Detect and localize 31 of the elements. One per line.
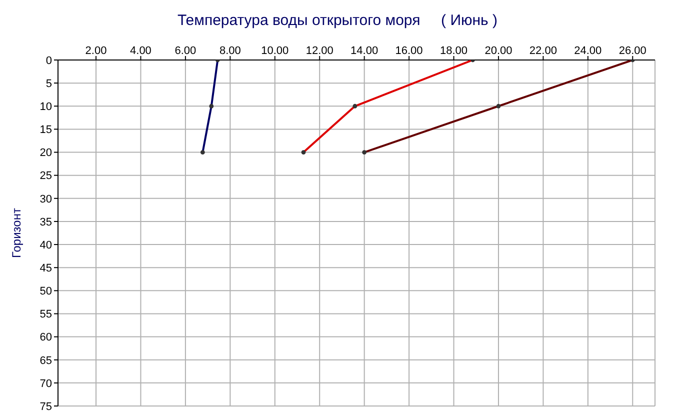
x-tick-label: 12.00 [306,45,334,57]
y-tick-label: 65 [40,354,52,367]
y-tick-label: 45 [40,262,52,275]
x-tick-label: 6.00 [174,45,196,57]
y-tick-label: 55 [40,308,52,321]
x-tick-label: 24.00 [574,45,602,57]
x-tick-label: 10.00 [261,45,289,57]
x-tick-label: 20.00 [484,45,512,57]
x-tick-label: 16.00 [395,45,423,57]
x-tick-label: 8.00 [219,45,241,57]
y-tick-label: 20 [40,147,52,160]
y-tick-label: 10 [40,101,52,114]
y-tick-label: 40 [40,239,52,252]
x-tick-label: 14.00 [350,45,378,57]
y-tick-label: 70 [40,378,52,390]
y-tick-label: 75 [40,400,52,413]
y-tick-label: 35 [40,216,52,228]
y-tick-label: 30 [40,193,52,206]
y-axis-title: Горизонт [9,208,24,258]
y-tick-label: 25 [40,170,52,182]
x-tick-label: 22.00 [529,45,557,57]
y-tick-label: 50 [40,286,52,298]
y-tick-label: 15 [40,124,52,136]
y-tick-label: 5 [46,78,52,90]
x-tick-label: 4.00 [130,45,152,57]
y-tick-label: 0 [46,54,52,67]
x-tick-label: 26.00 [618,45,646,57]
y-tick-label: 60 [40,332,52,344]
x-tick-label: 2.00 [85,45,107,57]
x-tick-label: 18.00 [440,45,468,57]
chart-title: Температура воды открытого моря ( Июнь ) [176,11,499,31]
